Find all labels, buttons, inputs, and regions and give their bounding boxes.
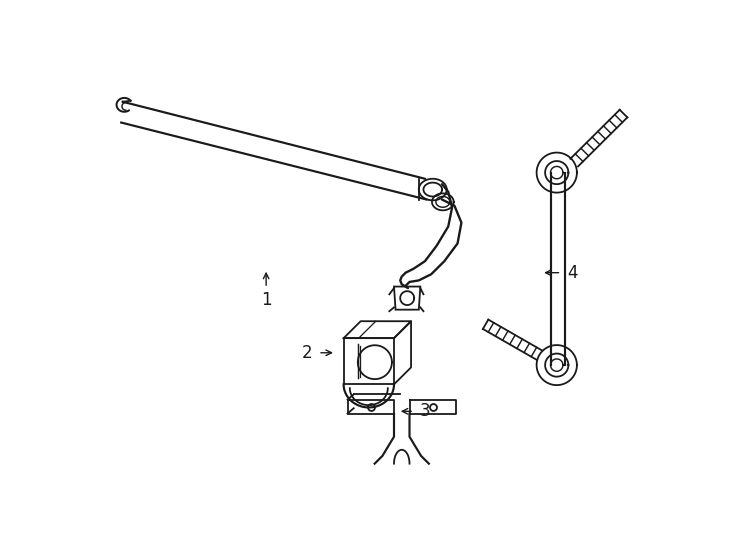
- Text: 2: 2: [302, 344, 313, 362]
- Text: 1: 1: [261, 291, 272, 309]
- Text: 4: 4: [567, 264, 578, 282]
- Text: 3: 3: [420, 402, 430, 420]
